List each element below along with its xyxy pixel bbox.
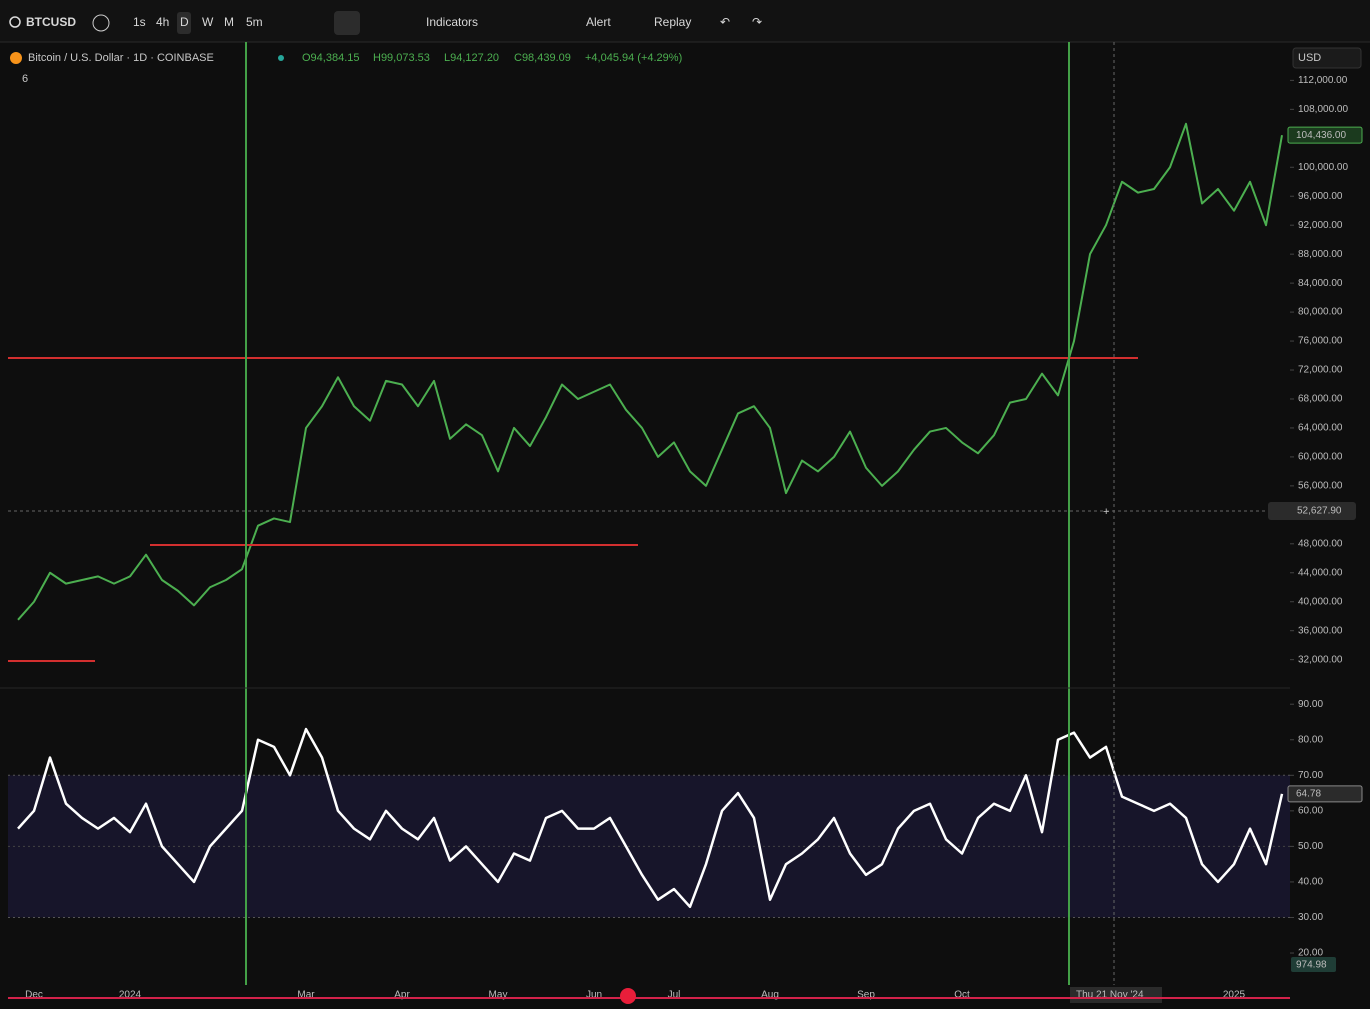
x-tick-label: May bbox=[489, 990, 508, 1001]
y-tick-label: 20.00 bbox=[1298, 948, 1323, 959]
x-tick-label: Apr bbox=[394, 990, 410, 1001]
last-value-box bbox=[1287, 785, 1363, 803]
symbol[interactable]: BTCUSD bbox=[26, 15, 76, 29]
y-tick-label: 36,000.00 bbox=[1298, 625, 1343, 636]
interval[interactable]: M bbox=[224, 15, 234, 29]
y-tick-label: 44,000.00 bbox=[1298, 567, 1343, 578]
y-tick-label: 76,000.00 bbox=[1298, 336, 1343, 347]
y-tick-label: 72,000.00 bbox=[1298, 365, 1343, 376]
legend-low: L94,127.20 bbox=[444, 52, 499, 64]
y-tick-label: 108,000.00 bbox=[1298, 104, 1348, 115]
crosshair-cursor: + bbox=[1103, 506, 1109, 518]
legend-collapsed[interactable]: 6 bbox=[22, 73, 28, 85]
y-tick-label: 92,000.00 bbox=[1298, 220, 1343, 231]
y-tick-label: 80.00 bbox=[1298, 734, 1323, 745]
replay-button[interactable]: Replay bbox=[654, 15, 691, 29]
volume-label: 974.98 bbox=[1296, 960, 1327, 971]
redo[interactable]: ↷ bbox=[752, 15, 762, 29]
currency-box[interactable] bbox=[1292, 47, 1362, 69]
legend-change: +4,045.94 (+4.29%) bbox=[585, 52, 682, 64]
legend-open: O94,384.15 bbox=[302, 52, 360, 64]
x-tick-label: Dec bbox=[25, 990, 43, 1001]
y-tick-label: 96,000.00 bbox=[1298, 191, 1343, 202]
undo[interactable]: ↶ bbox=[720, 15, 730, 29]
x-tick-label: Jul bbox=[668, 990, 681, 1001]
search-icon[interactable] bbox=[9, 16, 21, 28]
interval[interactable]: W bbox=[202, 15, 214, 29]
interval[interactable]: 1s bbox=[133, 15, 146, 29]
y-tick-label: 60.00 bbox=[1298, 805, 1323, 816]
volume-box bbox=[1291, 957, 1336, 972]
y-tick-label: 60,000.00 bbox=[1298, 452, 1343, 463]
x-tick-label: 2024 bbox=[119, 990, 142, 1001]
x-tick-label: Oct bbox=[954, 990, 970, 1001]
y-tick-label: 64,000.00 bbox=[1298, 423, 1343, 434]
y-tick-label: 88,000.00 bbox=[1298, 249, 1343, 260]
interval[interactable]: 5m bbox=[246, 15, 263, 29]
timeline-handle[interactable] bbox=[620, 988, 636, 1004]
y-tick-label: 90.00 bbox=[1298, 699, 1323, 710]
rsi-line bbox=[17, 727, 1284, 909]
x-tick-label: 2025 bbox=[1223, 990, 1246, 1001]
y-tick-label: 84,000.00 bbox=[1298, 278, 1343, 289]
crosshair-date: Thu 21 Nov '24 bbox=[1076, 990, 1144, 1001]
status-dot bbox=[278, 55, 284, 61]
crosshair-price-box bbox=[1268, 502, 1356, 520]
alert-button[interactable]: Alert bbox=[586, 15, 611, 29]
interval-active bbox=[177, 12, 191, 34]
y-tick-label: 40.00 bbox=[1298, 877, 1323, 888]
last-value-label: 64.78 bbox=[1296, 788, 1321, 799]
y-tick-label: 100,000.00 bbox=[1298, 162, 1348, 173]
x-tick-label: Jun bbox=[586, 990, 602, 1001]
interval[interactable]: 4h bbox=[156, 15, 169, 29]
last-value-label: 104,436.00 bbox=[1296, 130, 1346, 141]
interval[interactable]: D bbox=[180, 15, 189, 29]
legend-high: H99,073.53 bbox=[373, 52, 430, 64]
y-tick-label: 40,000.00 bbox=[1298, 596, 1343, 607]
candle-type[interactable] bbox=[334, 11, 360, 35]
legend-title: Bitcoin / U.S. Dollar · 1D · COINBASE bbox=[28, 52, 214, 64]
x-tick-label: Aug bbox=[761, 990, 779, 1001]
x-tick-label: Sep bbox=[857, 990, 875, 1001]
add-symbol[interactable] bbox=[92, 14, 110, 32]
last-value-box bbox=[1287, 126, 1363, 144]
crosshair-price: 52,627.90 bbox=[1297, 506, 1342, 517]
y-tick-label: 50.00 bbox=[1298, 841, 1323, 852]
y-tick-label: 48,000.00 bbox=[1298, 538, 1343, 549]
legend-close: C98,439.09 bbox=[514, 52, 571, 64]
btc-icon bbox=[10, 52, 22, 64]
y-tick-label: 80,000.00 bbox=[1298, 307, 1343, 318]
currency[interactable]: USD bbox=[1298, 52, 1321, 64]
y-tick-label: 32,000.00 bbox=[1298, 654, 1343, 665]
y-tick-label: 70.00 bbox=[1298, 770, 1323, 781]
toolbar bbox=[0, 0, 1370, 42]
y-tick-label: 30.00 bbox=[1298, 912, 1323, 923]
y-tick-label: 112,000.00 bbox=[1298, 75, 1348, 86]
indicators-button[interactable]: Indicators bbox=[426, 15, 478, 29]
y-tick-label: 68,000.00 bbox=[1298, 394, 1343, 405]
price-line bbox=[17, 122, 1283, 621]
y-tick-label: 56,000.00 bbox=[1298, 481, 1343, 492]
x-tick-label: Mar bbox=[297, 990, 315, 1001]
